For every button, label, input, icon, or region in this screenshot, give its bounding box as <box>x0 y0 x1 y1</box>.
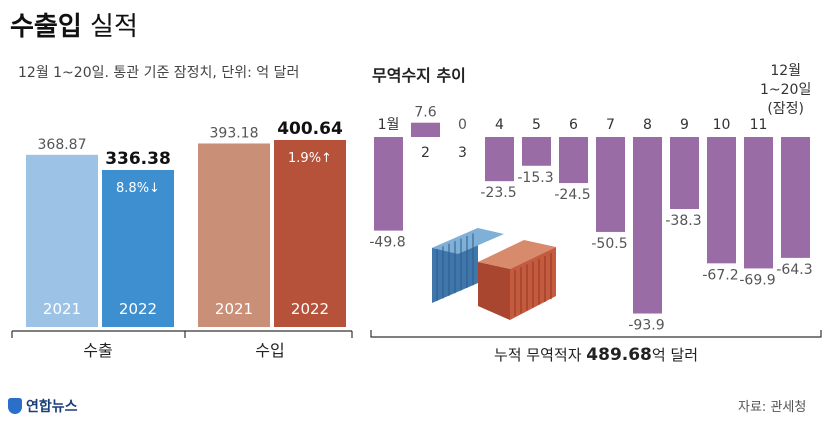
cumulative-value: 489.68 <box>586 345 652 365</box>
bar-year-label: 2022 <box>291 300 329 318</box>
month-label: 2 <box>421 145 430 161</box>
month-label: 5 <box>532 117 541 133</box>
trend-chart-title: 무역수지 추이 <box>372 66 466 85</box>
balance-value-label: -69.9 <box>739 272 775 288</box>
bar-수입-2022 <box>274 140 346 327</box>
bar-value-label: 368.87 <box>38 137 87 153</box>
balance-value-label: -50.5 <box>591 236 627 252</box>
month-label: 8 <box>643 117 652 133</box>
balance-bar <box>485 137 514 182</box>
month-label: 1월 <box>378 117 400 133</box>
month-label: 11 <box>750 117 768 133</box>
balance-bar <box>596 137 625 232</box>
title-bold: 수출입 <box>10 12 82 42</box>
group-label: 수출 <box>83 341 112 360</box>
bar-수출-2021 <box>26 154 98 327</box>
month-label: 4 <box>495 117 504 133</box>
month-label: 3 <box>458 145 467 161</box>
bar-value-label: 336.38 <box>105 149 171 169</box>
balance-value-label: -67.2 <box>702 267 738 283</box>
balance-bar <box>411 122 440 137</box>
logo: 연합뉴스 <box>8 396 78 416</box>
period-note-line: (잠정) <box>767 101 805 117</box>
balance-bar <box>781 137 810 258</box>
group-label: 수입 <box>255 341 284 360</box>
month-label: 9 <box>680 117 689 133</box>
month-label: 7 <box>606 117 615 133</box>
logo-icon <box>8 398 22 414</box>
balance-value-label: -93.9 <box>628 318 664 334</box>
bar-수입-2021 <box>198 143 270 327</box>
period-note-line: 12월 <box>770 63 802 79</box>
bar-year-label: 2022 <box>119 300 157 318</box>
container-blue-top <box>432 228 504 254</box>
container-red-top <box>478 240 556 269</box>
balance-value-label: -15.3 <box>517 170 553 186</box>
bar-value-label: 393.18 <box>210 125 259 141</box>
cumulative-prefix: 누적 무역적자 <box>494 346 586 364</box>
period-note-line: 1~20일 <box>760 82 812 98</box>
balance-bar <box>670 137 699 210</box>
bar-change-label: 8.8%↓ <box>116 181 160 196</box>
bar-year-label: 2021 <box>43 300 81 318</box>
cumulative-bracket <box>370 330 822 338</box>
month-label: 6 <box>569 117 578 133</box>
balance-value-label: -23.5 <box>480 185 516 201</box>
balance-bar <box>559 137 588 184</box>
container-illustration <box>432 228 556 320</box>
balance-value-label: 7.6 <box>414 105 436 121</box>
balance-bar <box>744 137 773 269</box>
month-label: 10 <box>713 117 731 133</box>
bar-change-label: 1.9%↑ <box>288 151 332 166</box>
balance-value-label: 0 <box>458 117 467 133</box>
balance-value-label: -38.3 <box>665 213 701 229</box>
bar-year-label: 2021 <box>215 300 253 318</box>
cumulative-suffix: 억 달러 <box>652 346 698 364</box>
page-title: 수출입 실적 <box>10 6 138 43</box>
period-note: 12월 1~20일 (잠정) <box>760 62 811 119</box>
balance-value-label: -64.3 <box>776 262 812 278</box>
container-red-front <box>478 262 510 320</box>
balance-bar <box>633 137 662 314</box>
title-light: 실적 <box>81 12 138 42</box>
balance-bar <box>707 137 736 264</box>
logo-text: 연합뉴스 <box>26 399 78 415</box>
balance-bar <box>522 137 551 166</box>
balance-value-label: -24.5 <box>554 187 590 203</box>
balance-value-label: -49.8 <box>369 235 405 251</box>
trade-balance-chart: -49.8 1월 7.6 2 0 3 -23.5 4 -15.3 5 -24.5 6 -50.5 7 -93… <box>369 105 822 365</box>
balance-bar <box>374 137 403 231</box>
source-note: 자료: 관세청 <box>738 400 807 415</box>
bar-value-label: 400.64 <box>277 119 343 139</box>
export-import-chart: 368.87 2021 336.38 2022 8.8%↓ 수출 393.18 2021 400… <box>11 119 353 360</box>
subtitle: 12월 1~20일. 통관 기준 잠정치, 단위: 억 달러 <box>18 65 300 81</box>
bar-수출-2022 <box>102 169 174 327</box>
cumulative-deficit-label: 누적 무역적자 489.68억 달러 <box>494 345 698 365</box>
